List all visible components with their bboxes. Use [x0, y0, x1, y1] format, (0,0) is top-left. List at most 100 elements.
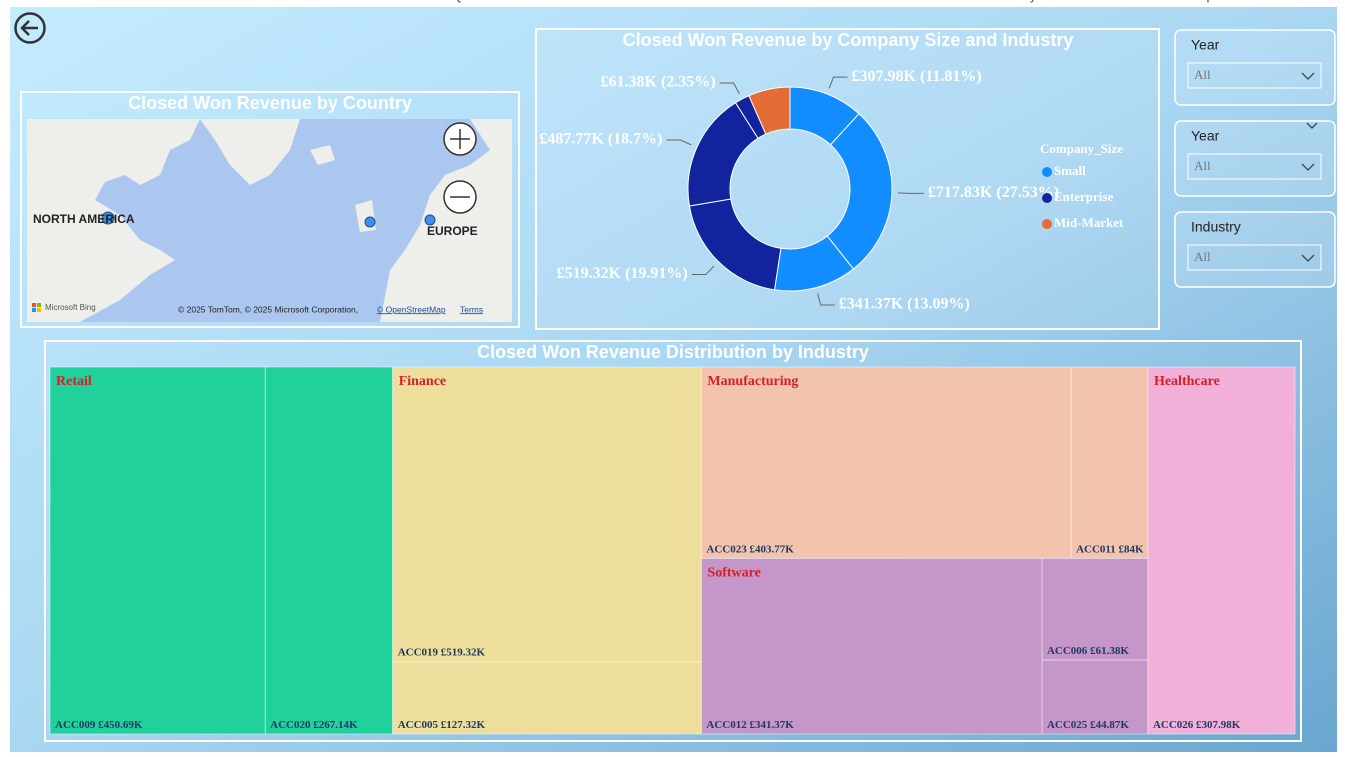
legend-swatch — [1042, 219, 1052, 229]
data-label: £519.32K (19.91%) — [557, 265, 688, 282]
tile-label: ACC019 £519.32K — [398, 646, 486, 658]
tile-name: ACC011 — [1076, 543, 1116, 555]
donut-chart: £307.98K (11.81%) £717.83K (27.53%) £341.3… — [539, 68, 1124, 313]
chart-title: Closed Won Revenue by Company Size and I… — [623, 30, 1074, 50]
leader-line — [828, 76, 848, 89]
donut-slice[interactable] — [748, 86, 791, 135]
slicer-card — [1174, 29, 1336, 106]
data-label: £341.37K (13.09%) — [839, 296, 970, 313]
treemap-tile[interactable] — [392, 366, 702, 663]
tile-label: ACC009 £450.69K — [55, 719, 143, 731]
map-brand: Microsoft Bing — [45, 303, 96, 312]
tile-name: ACC012 — [706, 719, 747, 731]
tile-label: ACC023 £403.77K — [706, 543, 794, 555]
chevron — [1301, 254, 1315, 262]
menu-item[interactable]: Queries — [453, 0, 495, 3]
treemap-tile[interactable] — [264, 366, 394, 735]
chart-title: Closed Won Revenue Distribution by Indus… — [477, 342, 869, 362]
slicer-value: All — [1194, 249, 1211, 264]
tile-value: £267.14K — [313, 719, 358, 731]
treemap-tile[interactable] — [49, 366, 266, 735]
data-label: £61.38K (2.35%) — [601, 74, 716, 91]
leader-line — [666, 139, 692, 146]
tile-label: ACC025 £44.87K — [1047, 719, 1129, 731]
tile-name: ACC006 — [1047, 644, 1088, 656]
chevron — [1306, 122, 1318, 129]
menu-item[interactable]: Calculations — [813, 0, 878, 3]
leader-line — [719, 82, 740, 94]
slicer-title: Industry — [1191, 219, 1241, 235]
tile-name: ACC009 — [55, 719, 96, 731]
slicer-dropdown[interactable] — [1187, 244, 1322, 271]
legend-swatch — [1042, 167, 1052, 177]
menu-item[interactable]: Insert — [623, 0, 654, 3]
treemap-tile[interactable] — [1041, 659, 1149, 735]
map-label: EUROPE — [427, 224, 478, 238]
tile-label: ACC020 £267.14K — [270, 719, 358, 731]
legend-item[interactable]: Mid-Market — [1042, 215, 1124, 230]
slicer-card — [1174, 211, 1336, 288]
map-copyright: © 2025 TomTom, © 2025 Microsoft Corporat… — [178, 304, 358, 314]
legend-label: Small — [1054, 163, 1086, 178]
tile-value: £519.32K — [441, 646, 486, 658]
treemap-tile[interactable] — [700, 557, 1043, 735]
map[interactable]: NORTH AMERICA EUROPE Microsoft Bing © 20… — [27, 119, 512, 322]
menu-item[interactable]: Data — [164, 0, 190, 3]
slicer-dropdown[interactable] — [1187, 153, 1322, 180]
menu-item[interactable]: Sensitivity — [982, 0, 1036, 3]
map-link[interactable]: © OpenStreetMap — [377, 304, 446, 314]
data-label: £307.98K (11.81%) — [852, 68, 982, 85]
slicer-title: Year — [1191, 37, 1220, 53]
tile-label: ACC012 £341.37K — [706, 719, 794, 731]
tile-value: £341.37K — [750, 719, 795, 731]
treemap: ACC020 £267.14K ACC009 £450.69K ACC005 £12… — [49, 366, 1296, 735]
group-label: Software — [707, 566, 760, 581]
legend-item[interactable]: Small — [1042, 163, 1086, 178]
tile-name: ACC020 — [270, 719, 311, 731]
donut-frame — [535, 28, 1160, 330]
group-label: Manufacturing — [707, 374, 798, 389]
slicer-value: All — [1194, 158, 1211, 173]
legend-label: Enterprise — [1054, 189, 1113, 204]
back-button[interactable] — [14, 12, 46, 44]
leader-line — [817, 293, 835, 306]
chevron — [1301, 163, 1315, 171]
legend-item[interactable]: Enterprise — [1042, 189, 1113, 204]
menu-bar: Data Queries Insert Calculations Sensitivity… — [164, 0, 1229, 3]
group-label: Finance — [399, 374, 446, 389]
zoom-out[interactable] — [443, 180, 477, 214]
slicer[interactable]: Year All — [1174, 29, 1336, 106]
data-label: £717.83K (27.53%) — [928, 184, 1059, 201]
menu-item[interactable]: Copilot — [1191, 0, 1229, 3]
slicer[interactable]: Year All — [1174, 120, 1336, 197]
treemap-tile[interactable] — [700, 366, 1072, 559]
map-link[interactable]: Terms — [460, 304, 483, 314]
slicer[interactable]: Industry All — [1174, 211, 1336, 288]
treemap-tile[interactable] — [1147, 366, 1296, 735]
treemap-tile[interactable] — [1041, 557, 1149, 661]
tile-value: £307.98K — [1196, 719, 1241, 731]
tile-value: £127.32K — [441, 719, 486, 731]
slicer-dropdown[interactable] — [1187, 62, 1322, 89]
treemap-tile[interactable] — [392, 661, 702, 735]
tile-value: £84K — [1119, 543, 1145, 555]
treemap-tile[interactable] — [1070, 366, 1149, 559]
zoom-in[interactable] — [443, 122, 477, 156]
tile-label: ACC011 £84K — [1076, 543, 1144, 555]
data-label: £487.77K (18.7%) — [539, 131, 662, 148]
map-label: NORTH AMERICA — [33, 212, 135, 226]
tile-label: ACC005 £127.32K — [398, 719, 486, 731]
group-label: Retail — [56, 374, 92, 389]
tile-label: ACC006 £61.38K — [1047, 644, 1129, 656]
group-label: Healthcare — [1154, 374, 1220, 389]
slicers: Year All Year All Industry All — [1174, 29, 1336, 288]
tile-label: ACC026 £307.98K — [1153, 719, 1241, 731]
menu-item[interactable]: Share — [1075, 0, 1107, 3]
tile-value: £403.77K — [750, 543, 795, 555]
tile-value: £44.87K — [1090, 719, 1129, 731]
leader-line — [691, 265, 715, 275]
legend-swatch — [1042, 193, 1052, 203]
tile-name: ACC023 — [706, 543, 747, 555]
